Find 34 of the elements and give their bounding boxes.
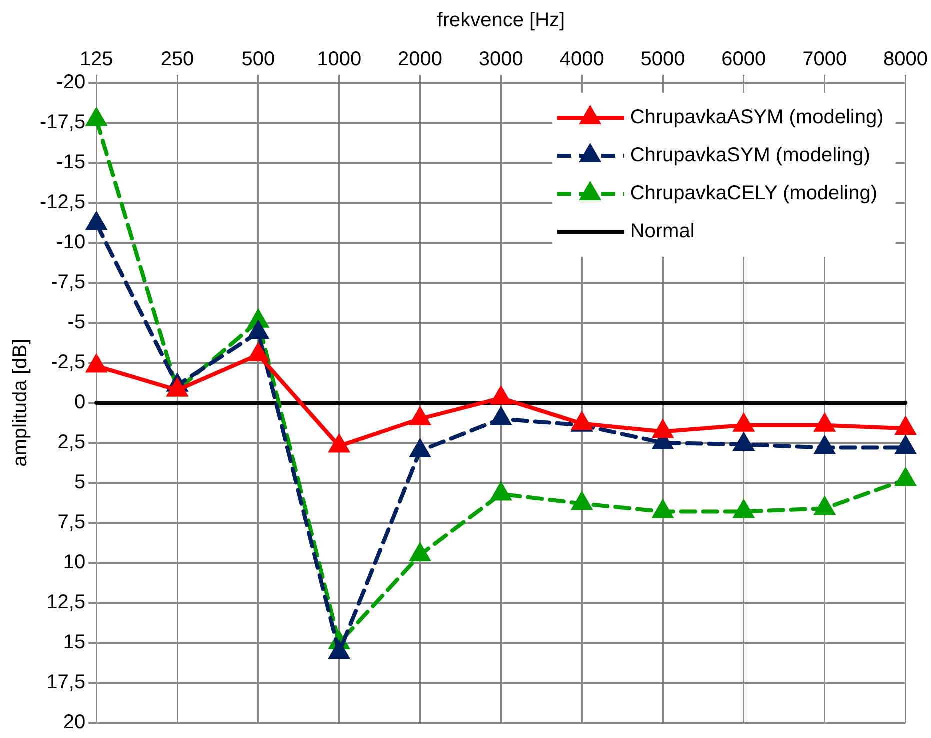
legend-label: Normal bbox=[630, 220, 695, 243]
y-tick-label: -12,5 bbox=[40, 192, 86, 214]
legend-label: ChrupavkaSYM (modeling) bbox=[630, 144, 870, 167]
y-tick-label: -7,5 bbox=[51, 272, 86, 294]
x-axis-title: frekvence [Hz] bbox=[437, 10, 566, 32]
x-tick-label: 500 bbox=[242, 48, 276, 71]
y-tick-label: -2,5 bbox=[51, 352, 86, 374]
legend-label: ChrupavkaCELY (modeling) bbox=[630, 182, 878, 205]
x-tick-label: 7000 bbox=[802, 48, 848, 71]
y-tick-label: -5 bbox=[68, 312, 86, 334]
y-tick-label: 0 bbox=[74, 392, 86, 414]
x-tick-label: 8000 bbox=[884, 48, 928, 71]
y-tick-label: 2,5 bbox=[58, 432, 86, 454]
y-tick-label: 5 bbox=[74, 472, 86, 494]
y-axis-title: amplituda [dB] bbox=[10, 339, 32, 467]
y-tick-label: 20 bbox=[63, 712, 86, 734]
y-tick-label: 17,5 bbox=[46, 672, 86, 694]
x-tick-label: 125 bbox=[80, 48, 114, 71]
y-tick-label: -17,5 bbox=[40, 112, 86, 134]
x-tick-label: 2000 bbox=[398, 48, 443, 71]
y-tick-label: 15 bbox=[63, 632, 86, 654]
x-tick-label: 250 bbox=[160, 48, 194, 71]
x-tick-label: 3000 bbox=[478, 48, 524, 71]
x-tick-label: 5000 bbox=[640, 48, 686, 71]
legend-label: ChrupavkaASYM (modeling) bbox=[630, 106, 884, 129]
y-tick-label: 10 bbox=[63, 552, 86, 574]
x-tick-label: 6000 bbox=[722, 48, 766, 71]
y-tick-label: -10 bbox=[56, 232, 86, 254]
y-tick-label: 7,5 bbox=[58, 512, 86, 534]
y-tick-label: -15 bbox=[56, 152, 86, 174]
x-tick-label: 4000 bbox=[560, 48, 604, 71]
y-tick-label: -20 bbox=[56, 72, 86, 94]
x-tick-label: 1000 bbox=[317, 48, 362, 71]
y-tick-label: 12,5 bbox=[46, 592, 86, 614]
